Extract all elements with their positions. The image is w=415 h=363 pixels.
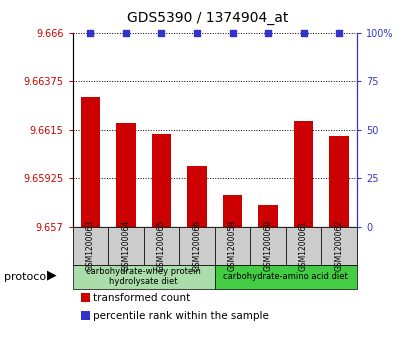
Point xyxy=(194,30,200,36)
Text: GDS5390 / 1374904_at: GDS5390 / 1374904_at xyxy=(127,11,288,25)
Point xyxy=(336,30,342,36)
Bar xyxy=(223,195,242,227)
Text: GSM1200059: GSM1200059 xyxy=(228,220,237,272)
Text: GSM1200064: GSM1200064 xyxy=(122,220,130,272)
Text: carbohydrate-whey protein
hydrolysate diet: carbohydrate-whey protein hydrolysate di… xyxy=(86,267,201,286)
Text: transformed count: transformed count xyxy=(93,293,190,303)
Point xyxy=(265,30,271,36)
Bar xyxy=(258,205,278,227)
Bar xyxy=(330,136,349,227)
Text: GSM1200063: GSM1200063 xyxy=(86,220,95,272)
Bar xyxy=(294,121,313,227)
Point xyxy=(122,30,129,36)
Bar xyxy=(81,97,100,227)
Bar xyxy=(116,123,136,227)
Text: GSM1200065: GSM1200065 xyxy=(157,220,166,272)
Text: GSM1200061: GSM1200061 xyxy=(299,220,308,272)
Text: GSM1200062: GSM1200062 xyxy=(334,220,344,272)
Point xyxy=(158,30,165,36)
Text: percentile rank within the sample: percentile rank within the sample xyxy=(93,311,269,321)
Text: GSM1200066: GSM1200066 xyxy=(193,220,202,272)
Text: GSM1200060: GSM1200060 xyxy=(264,220,273,272)
Text: protocol: protocol xyxy=(4,272,49,282)
Text: ▶: ▶ xyxy=(47,269,57,281)
Text: carbohydrate-amino acid diet: carbohydrate-amino acid diet xyxy=(223,272,348,281)
Point xyxy=(300,30,307,36)
Point xyxy=(229,30,236,36)
Bar xyxy=(152,134,171,227)
Bar xyxy=(187,167,207,227)
Point xyxy=(87,30,94,36)
